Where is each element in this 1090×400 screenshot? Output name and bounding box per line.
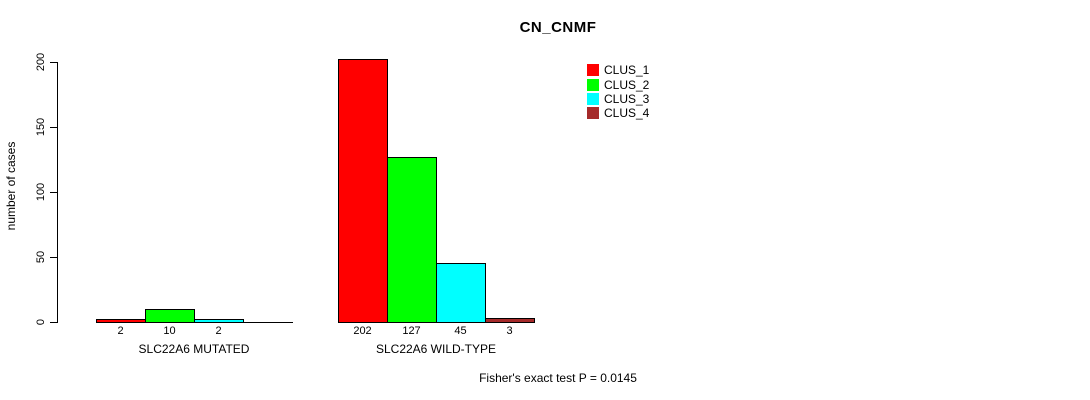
bar-value-label: 202 <box>353 325 372 337</box>
y-axis-tick <box>50 257 57 258</box>
legend: CLUS_1 CLUS_2 CLUS_3 CLUS_4 <box>587 63 649 121</box>
bar-value-label: 2 <box>117 325 124 337</box>
legend-swatch-icon <box>587 78 599 91</box>
legend-label: CLUS_4 <box>604 106 650 121</box>
legend-swatch-icon <box>587 92 599 105</box>
legend-item: CLUS_4 <box>587 106 649 120</box>
x-group-label: SLC22A6 WILD-TYPE <box>375 342 497 356</box>
bar-value-label: 45 <box>454 325 467 337</box>
bar-value-label: 3 <box>506 325 513 337</box>
bar-clus_2 <box>387 157 437 323</box>
x-group-label: SLC22A6 MUTATED <box>138 342 250 356</box>
bar-clus_1 <box>338 59 388 323</box>
legend-label: CLUS_1 <box>604 63 650 78</box>
y-axis-tick-label: 50 <box>35 250 47 264</box>
y-axis-tick-label: 100 <box>35 182 47 202</box>
legend-swatch-icon <box>587 107 599 120</box>
y-axis-tick-label: 150 <box>35 117 47 137</box>
legend-item: CLUS_2 <box>587 77 649 91</box>
y-axis-tick-label: 200 <box>35 52 47 72</box>
bar-value-label: 10 <box>163 325 176 337</box>
bar-value-label: 127 <box>402 325 421 337</box>
y-axis-tick <box>50 127 57 128</box>
bar-value-label: 2 <box>215 325 222 337</box>
bar-clus_4 <box>485 318 535 323</box>
bar-clus_1 <box>96 319 146 323</box>
y-axis-line <box>57 62 58 323</box>
chart-title: CN_CNMF <box>519 19 597 36</box>
y-axis-tick <box>50 62 57 63</box>
legend-item: CLUS_1 <box>587 63 649 77</box>
y-axis-tick <box>50 322 57 323</box>
bar-clus_3 <box>194 319 244 323</box>
fisher-test-annotation: Fisher's exact test P = 0.0145 <box>479 371 637 385</box>
legend-item: CLUS_3 <box>587 92 649 106</box>
y-axis-tick-label: 0 <box>35 318 47 326</box>
legend-label: CLUS_3 <box>604 91 650 106</box>
legend-swatch-icon <box>587 64 599 77</box>
bar-clus_2 <box>145 309 195 323</box>
legend-label: CLUS_2 <box>604 77 650 92</box>
bar-clus_3 <box>436 263 486 323</box>
y-axis-tick <box>50 192 57 193</box>
